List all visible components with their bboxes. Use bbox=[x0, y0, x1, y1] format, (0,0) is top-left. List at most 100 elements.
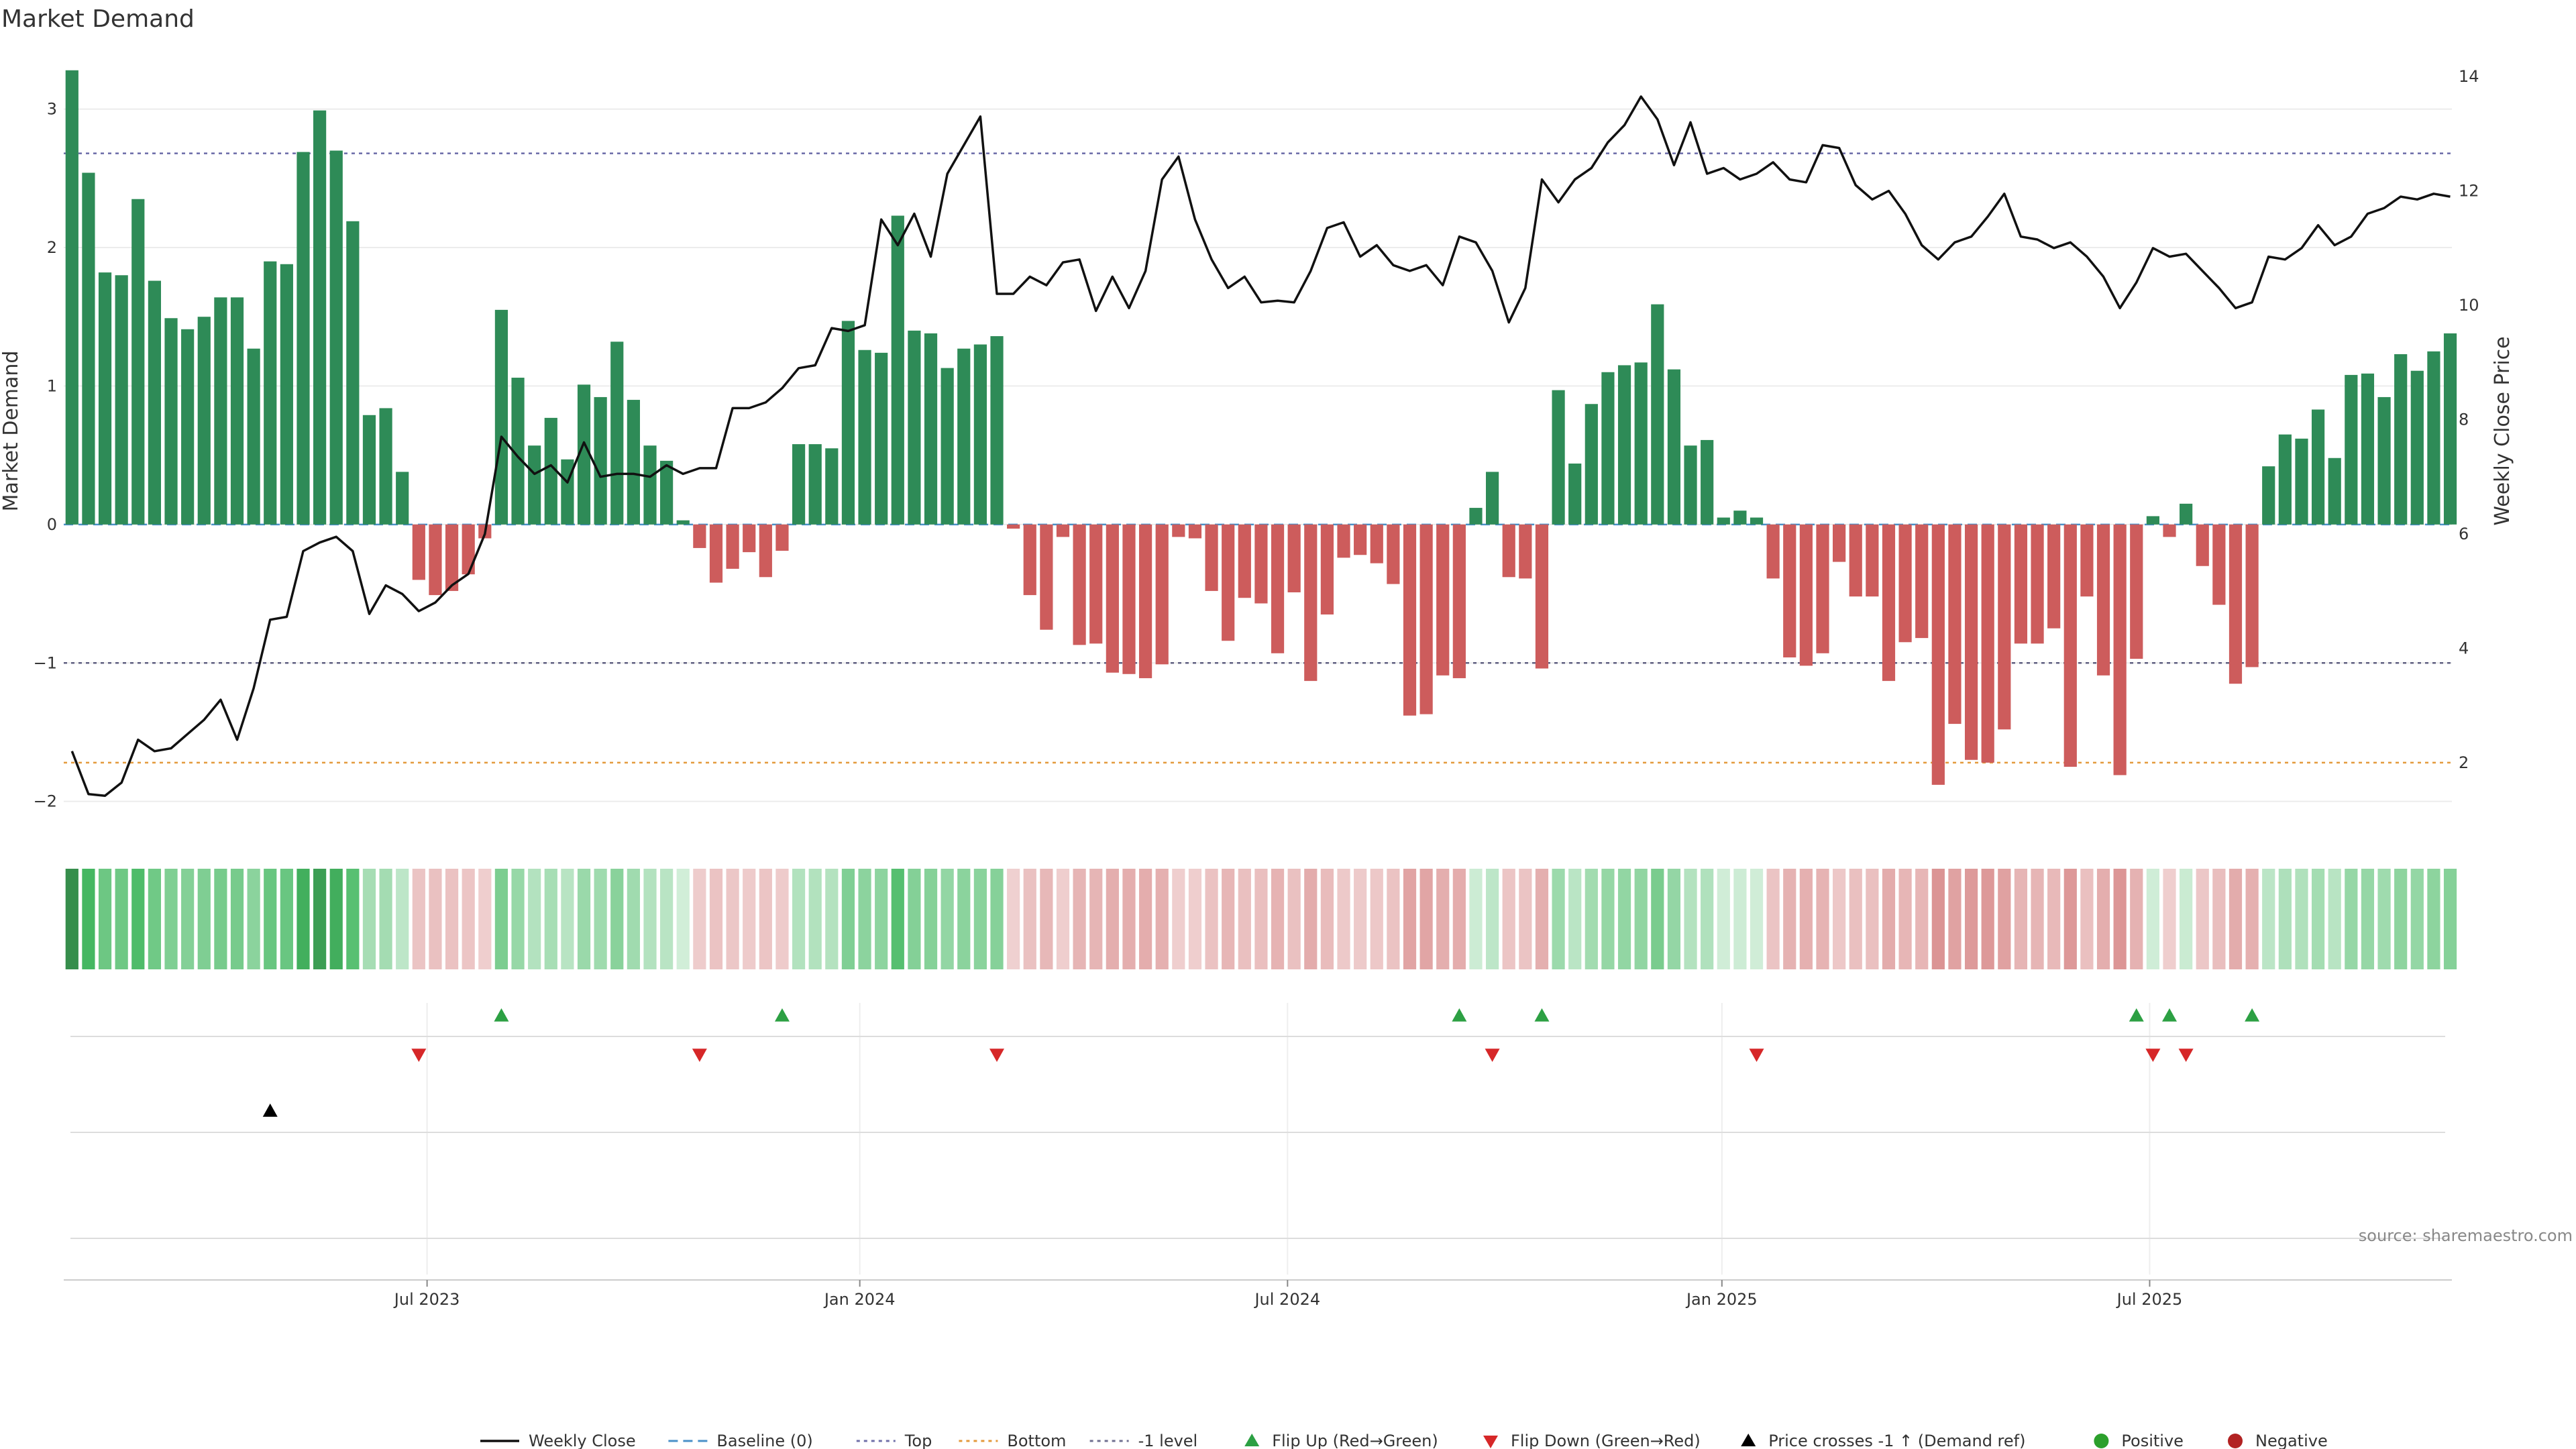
flip-down-marker bbox=[411, 1049, 427, 1062]
heat-cell bbox=[2262, 869, 2275, 969]
legend-item: Price crosses -1 ↑ (Demand ref) bbox=[1741, 1432, 2025, 1449]
legend-label: Top bbox=[904, 1432, 932, 1449]
heat-cell bbox=[825, 869, 839, 969]
demand-bar bbox=[775, 524, 789, 551]
demand-bar bbox=[2278, 434, 2292, 525]
heat-cell bbox=[1073, 869, 1086, 969]
demand-bar bbox=[1667, 369, 1681, 525]
heat-cell bbox=[1964, 869, 1978, 969]
chart-title: Market Demand bbox=[1, 5, 195, 33]
heat-cell bbox=[1222, 869, 1235, 969]
demand-bar bbox=[1519, 524, 1532, 579]
demand-bar bbox=[247, 348, 260, 525]
heat-cell bbox=[2328, 869, 2341, 969]
heat-cell bbox=[577, 869, 591, 969]
heat-cell bbox=[1056, 869, 1070, 969]
demand-bar bbox=[1783, 524, 1796, 657]
heat-cell bbox=[1485, 869, 1499, 969]
demand-bar bbox=[726, 524, 739, 569]
source-note: source: sharemaestro.com bbox=[2359, 1226, 2573, 1245]
heat-cell bbox=[1188, 869, 1202, 969]
heat-cell bbox=[1601, 869, 1615, 969]
right-tick-label: 8 bbox=[2459, 410, 2469, 429]
legend-item: Bottom bbox=[959, 1432, 1066, 1449]
heat-cell bbox=[297, 869, 310, 969]
heat-cell bbox=[743, 869, 756, 969]
left-axis-label: Market Demand bbox=[0, 351, 23, 512]
right-tick-label: 14 bbox=[2459, 67, 2479, 86]
demand-bar bbox=[2262, 466, 2275, 525]
demand-bar bbox=[1155, 524, 1169, 665]
demand-bar bbox=[2080, 524, 2094, 597]
heat-cell bbox=[1172, 869, 1185, 969]
heat-cell bbox=[1040, 869, 1053, 969]
demand-bar bbox=[445, 524, 459, 591]
demand-bar bbox=[1122, 524, 1136, 674]
price-cross-marker bbox=[262, 1104, 278, 1117]
heat-cell bbox=[379, 869, 392, 969]
heat-cell bbox=[478, 869, 492, 969]
demand-bar bbox=[131, 199, 145, 525]
demand-bar bbox=[1254, 524, 1268, 604]
demand-bar bbox=[577, 384, 591, 525]
demand-bar bbox=[2345, 374, 2358, 525]
heat-cell bbox=[264, 869, 277, 969]
heat-cell bbox=[1915, 869, 1929, 969]
flip-up-marker bbox=[2129, 1008, 2144, 1022]
heat-cell bbox=[2163, 869, 2176, 969]
demand-bar bbox=[1915, 524, 1929, 639]
heat-cell bbox=[1387, 869, 1400, 969]
demand-bar bbox=[65, 70, 78, 525]
grid-layer bbox=[64, 108, 2452, 1275]
left-tick-label: −2 bbox=[34, 792, 57, 811]
heat-cell bbox=[1023, 869, 1036, 969]
demand-bar bbox=[1320, 524, 1334, 615]
heat-cell bbox=[610, 869, 624, 969]
demand-bar bbox=[1684, 445, 1697, 525]
demand-bar bbox=[264, 261, 277, 525]
heat-cell bbox=[1552, 869, 1565, 969]
demand-bar bbox=[98, 272, 112, 525]
demand-bar bbox=[1601, 372, 1615, 525]
demand-bar bbox=[660, 460, 674, 525]
weekly-close-polyline bbox=[70, 95, 2451, 798]
heat-cell bbox=[2229, 869, 2243, 969]
demand-bar bbox=[1138, 524, 1152, 678]
demand-bar bbox=[1964, 524, 1978, 760]
demand-bar bbox=[908, 330, 921, 525]
demand-bar bbox=[1089, 524, 1103, 644]
heat-cell bbox=[1783, 869, 1796, 969]
demand-bar bbox=[148, 280, 162, 525]
demand-bar bbox=[528, 445, 541, 525]
demand-bar bbox=[627, 400, 640, 525]
demand-bar bbox=[2410, 370, 2424, 525]
right-axis-label: Weekly Close Price bbox=[2491, 336, 2514, 525]
legend-item: Positive bbox=[2094, 1432, 2184, 1449]
heat-cell bbox=[2014, 869, 2028, 969]
demand-bar bbox=[792, 444, 806, 525]
heat-cell bbox=[1469, 869, 1483, 969]
left-tick-label: 3 bbox=[47, 100, 57, 119]
heat-cell bbox=[1205, 869, 1218, 969]
x-tick-label: Jul 2025 bbox=[2116, 1290, 2183, 1309]
demand-bar bbox=[1354, 524, 1367, 555]
demand-bar bbox=[346, 221, 360, 525]
heat-cell bbox=[660, 869, 674, 969]
heat-cell bbox=[759, 869, 772, 969]
heat-cell bbox=[726, 869, 739, 969]
heat-cell bbox=[2377, 869, 2391, 969]
demand-bar bbox=[2311, 409, 2325, 525]
demand-bar bbox=[1799, 524, 1813, 666]
heat-cell bbox=[280, 869, 293, 969]
heat-cell bbox=[2113, 869, 2127, 969]
x-tick-label: Jan 2025 bbox=[1685, 1290, 1758, 1309]
heat-cell bbox=[2345, 869, 2358, 969]
heat-cell bbox=[1866, 869, 1879, 969]
heat-cell bbox=[1634, 869, 1648, 969]
heat-cell bbox=[1882, 869, 1896, 969]
legend-label: Positive bbox=[2121, 1432, 2184, 1449]
flip-down-marker bbox=[2145, 1049, 2161, 1062]
demand-bar bbox=[2295, 438, 2308, 525]
demand-bar bbox=[297, 152, 310, 525]
heat-cell bbox=[1254, 869, 1268, 969]
